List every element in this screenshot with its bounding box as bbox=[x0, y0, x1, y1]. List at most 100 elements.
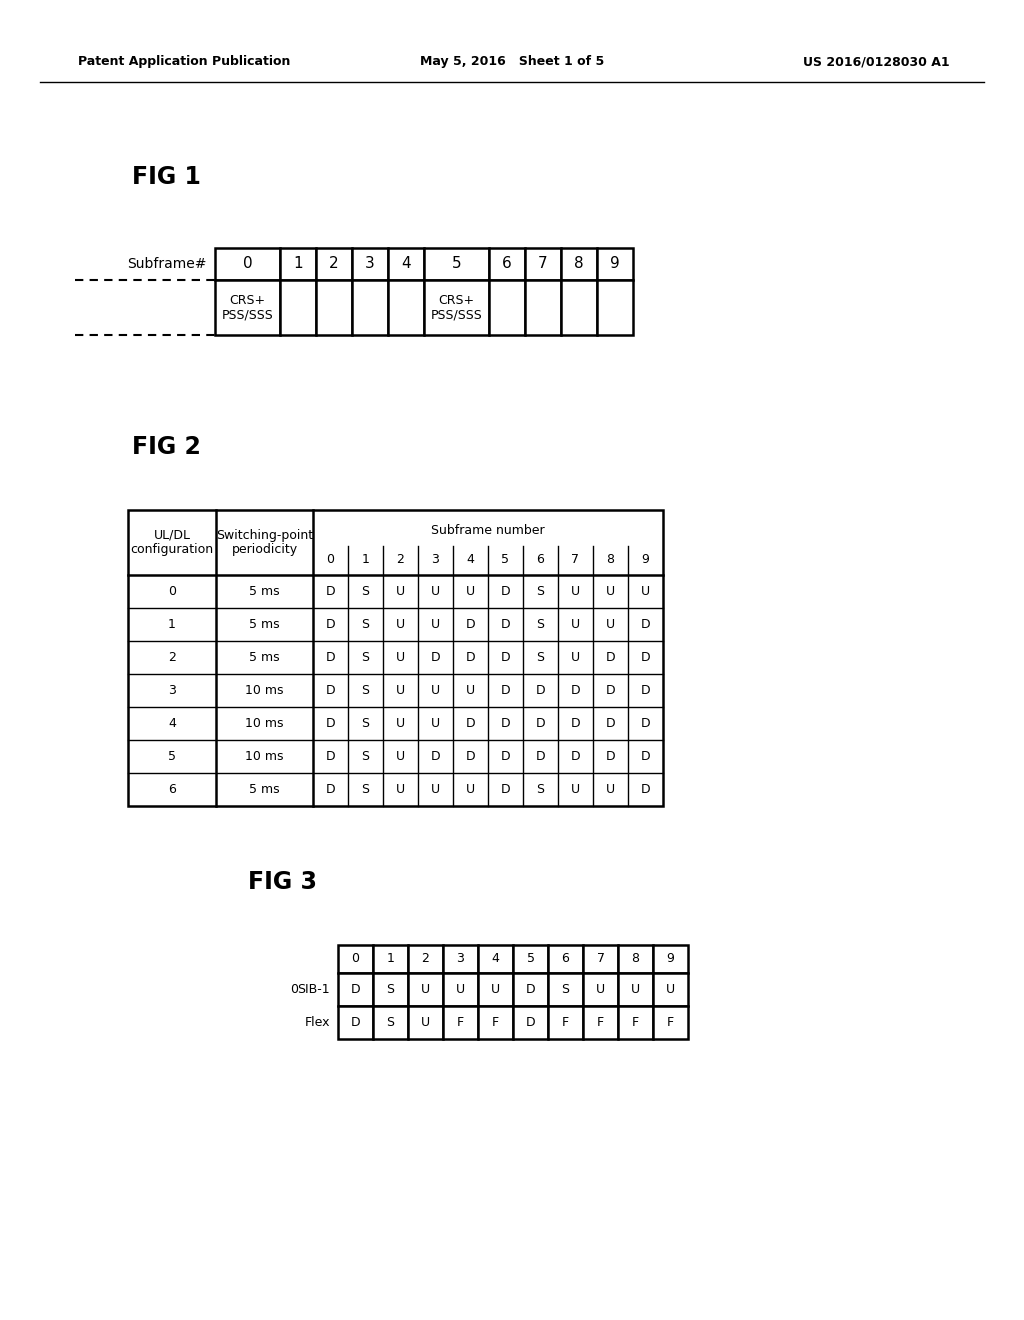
Text: S: S bbox=[537, 618, 545, 631]
Text: U: U bbox=[606, 585, 615, 598]
Text: Patent Application Publication: Patent Application Publication bbox=[78, 55, 291, 69]
Text: S: S bbox=[361, 618, 370, 631]
Text: U: U bbox=[396, 651, 406, 664]
Text: D: D bbox=[641, 684, 650, 697]
Bar bbox=[338, 945, 373, 973]
Text: F: F bbox=[562, 1016, 569, 1030]
Text: D: D bbox=[536, 750, 546, 763]
Text: 3: 3 bbox=[431, 553, 439, 566]
Text: S: S bbox=[361, 717, 370, 730]
Text: 5: 5 bbox=[168, 750, 176, 763]
Text: S: S bbox=[386, 983, 394, 997]
Text: U: U bbox=[606, 783, 615, 796]
Text: 3: 3 bbox=[168, 684, 176, 697]
Text: F: F bbox=[457, 1016, 464, 1030]
Bar bbox=[618, 945, 653, 973]
Text: 9: 9 bbox=[642, 553, 649, 566]
Text: 5: 5 bbox=[502, 553, 510, 566]
Text: D: D bbox=[501, 618, 510, 631]
Bar bbox=[548, 973, 583, 1006]
Text: 0: 0 bbox=[351, 953, 359, 965]
Bar bbox=[583, 973, 618, 1006]
Text: UL/DL
configuration: UL/DL configuration bbox=[130, 528, 214, 557]
Text: U: U bbox=[571, 651, 580, 664]
Text: S: S bbox=[361, 750, 370, 763]
Text: SIB-1: SIB-1 bbox=[297, 983, 330, 997]
Bar bbox=[215, 248, 280, 280]
Bar bbox=[373, 1006, 408, 1039]
Text: 8: 8 bbox=[574, 256, 584, 272]
Bar bbox=[338, 973, 373, 1006]
Text: 4: 4 bbox=[168, 717, 176, 730]
Text: 1: 1 bbox=[387, 953, 394, 965]
Text: U: U bbox=[631, 983, 640, 997]
Text: FIG 3: FIG 3 bbox=[248, 870, 317, 894]
Bar bbox=[128, 510, 663, 807]
Bar bbox=[548, 945, 583, 973]
Text: D: D bbox=[570, 684, 581, 697]
Text: U: U bbox=[396, 585, 406, 598]
Text: CRS+
PSS/SSS: CRS+ PSS/SSS bbox=[221, 293, 273, 322]
Text: D: D bbox=[570, 750, 581, 763]
Text: 0: 0 bbox=[290, 983, 298, 997]
Bar bbox=[548, 1006, 583, 1039]
Text: D: D bbox=[605, 750, 615, 763]
Bar bbox=[373, 945, 408, 973]
Bar bbox=[561, 248, 597, 280]
Text: 5 ms: 5 ms bbox=[249, 783, 280, 796]
Bar bbox=[443, 973, 478, 1006]
Text: D: D bbox=[605, 717, 615, 730]
Text: 2: 2 bbox=[329, 256, 339, 272]
Text: U: U bbox=[421, 1016, 430, 1030]
Text: 0: 0 bbox=[243, 256, 252, 272]
Text: 9: 9 bbox=[667, 953, 675, 965]
Text: D: D bbox=[466, 717, 475, 730]
Text: 1: 1 bbox=[293, 256, 303, 272]
Text: 6: 6 bbox=[537, 553, 545, 566]
Bar bbox=[338, 1006, 373, 1039]
Text: U: U bbox=[596, 983, 605, 997]
Bar bbox=[408, 1006, 443, 1039]
Bar bbox=[525, 248, 561, 280]
Text: 0: 0 bbox=[327, 553, 335, 566]
Bar bbox=[352, 280, 388, 335]
Text: S: S bbox=[537, 585, 545, 598]
Bar bbox=[280, 248, 316, 280]
Text: S: S bbox=[361, 684, 370, 697]
Bar bbox=[618, 973, 653, 1006]
Bar bbox=[513, 945, 548, 973]
Text: D: D bbox=[641, 651, 650, 664]
Text: U: U bbox=[571, 618, 580, 631]
Text: D: D bbox=[641, 783, 650, 796]
Bar bbox=[215, 280, 280, 335]
Text: S: S bbox=[361, 783, 370, 796]
Text: U: U bbox=[606, 618, 615, 631]
Text: S: S bbox=[361, 651, 370, 664]
Bar bbox=[478, 945, 513, 973]
Text: 5 ms: 5 ms bbox=[249, 585, 280, 598]
Bar bbox=[478, 1006, 513, 1039]
Text: FIG 2: FIG 2 bbox=[132, 436, 201, 459]
Text: D: D bbox=[501, 750, 510, 763]
Text: D: D bbox=[350, 1016, 360, 1030]
Text: D: D bbox=[641, 618, 650, 631]
Text: 8: 8 bbox=[632, 953, 640, 965]
Bar bbox=[408, 973, 443, 1006]
Bar bbox=[513, 973, 548, 1006]
Text: 4: 4 bbox=[467, 553, 474, 566]
Text: U: U bbox=[396, 717, 406, 730]
Text: D: D bbox=[326, 618, 335, 631]
Text: U: U bbox=[431, 783, 440, 796]
Bar bbox=[653, 1006, 688, 1039]
Text: S: S bbox=[537, 651, 545, 664]
Text: U: U bbox=[466, 684, 475, 697]
Text: D: D bbox=[501, 783, 510, 796]
Text: U: U bbox=[396, 618, 406, 631]
Bar bbox=[525, 280, 561, 335]
Text: D: D bbox=[605, 651, 615, 664]
Text: Subframe number: Subframe number bbox=[431, 524, 545, 537]
Text: U: U bbox=[466, 783, 475, 796]
Text: D: D bbox=[641, 750, 650, 763]
Text: D: D bbox=[326, 684, 335, 697]
Text: U: U bbox=[421, 983, 430, 997]
